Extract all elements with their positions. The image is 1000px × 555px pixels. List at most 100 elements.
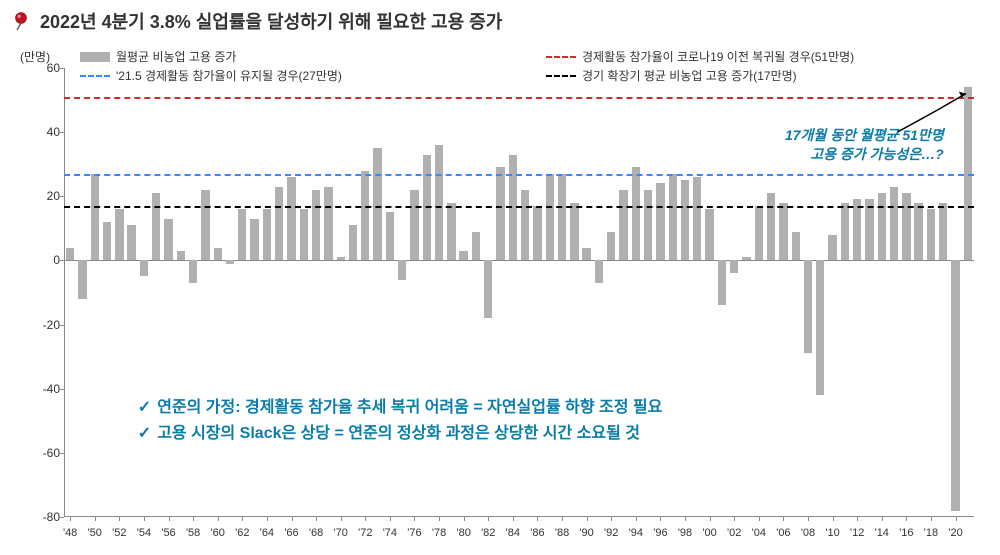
bar: [546, 174, 554, 261]
bar: [841, 203, 849, 261]
bar: [669, 174, 677, 261]
x-tick-label: '08: [801, 527, 815, 539]
x-tick-mark: [882, 517, 883, 521]
bar: [287, 177, 295, 260]
bar: [472, 232, 480, 261]
line-swatch-icon: [546, 56, 576, 58]
x-tick-label: '76: [407, 527, 421, 539]
x-tick-mark: [267, 517, 268, 521]
bar: [226, 260, 234, 263]
bar: [865, 199, 873, 260]
x-tick-mark: [95, 517, 96, 521]
bar: [435, 145, 443, 260]
bar: [804, 260, 812, 353]
chart-area: (만명) 월평균 비농업 고용 증가 경제활동 참가율이 코로나19 이전 복귀…: [20, 44, 980, 545]
bar: [140, 260, 148, 276]
x-tick-mark: [857, 517, 858, 521]
plot-region: -80-60-40-200204060'48'50'52'54'56'58'60…: [64, 68, 974, 517]
bar: [398, 260, 406, 279]
x-tick-label: '84: [506, 527, 520, 539]
bar: [152, 193, 160, 260]
bar: [914, 203, 922, 261]
bar: [312, 190, 320, 261]
y-tick-mark: [60, 325, 64, 326]
x-tick-mark: [439, 517, 440, 521]
x-tick-label: '54: [137, 527, 151, 539]
x-tick-label: '96: [653, 527, 667, 539]
bar: [632, 167, 640, 260]
y-tick-label: -80: [24, 510, 60, 524]
x-tick-label: '12: [850, 527, 864, 539]
x-tick-label: '10: [825, 527, 839, 539]
x-tick-label: '66: [284, 527, 298, 539]
bar: [533, 206, 541, 261]
bar: [373, 148, 381, 260]
x-tick-mark: [808, 517, 809, 521]
bar: [951, 260, 959, 510]
bar: [792, 232, 800, 261]
x-tick-mark: [390, 517, 391, 521]
legend-item-line-red: 경제활동 참가율이 코로나19 이전 복귀될 경우(51만명): [546, 48, 972, 65]
bar: [939, 203, 947, 261]
y-tick-label: 20: [24, 189, 60, 203]
bar: [66, 248, 74, 261]
note-text: 연준의 가정: 경제활동 참가율 추세 복귀 어려움 = 자연실업률 하향 조정…: [157, 395, 662, 421]
x-tick-label: '04: [752, 527, 766, 539]
y-tick-mark: [60, 517, 64, 518]
bar: [324, 187, 332, 261]
x-tick-label: '64: [260, 527, 274, 539]
x-tick-label: '92: [604, 527, 618, 539]
x-tick-label: '94: [629, 527, 643, 539]
chart-title: 2022년 4분기 3.8% 실업률을 달성하기 위해 필요한 고용 증가: [40, 8, 502, 34]
bar: [607, 232, 615, 261]
x-tick-label: '74: [383, 527, 397, 539]
bar: [681, 180, 689, 260]
bar: [189, 260, 197, 282]
bar: [582, 248, 590, 261]
x-tick-label: '58: [186, 527, 200, 539]
x-axis-line: [64, 516, 974, 517]
bar: [742, 257, 750, 260]
bar: [878, 193, 886, 260]
y-tick-label: 0: [24, 253, 60, 267]
bar: [693, 177, 701, 260]
pin-icon: [12, 11, 32, 31]
bar: [201, 190, 209, 261]
x-tick-label: '20: [948, 527, 962, 539]
bar: [361, 171, 369, 261]
y-tick-mark: [60, 196, 64, 197]
y-tick-label: -40: [24, 382, 60, 396]
x-tick-mark: [562, 517, 563, 521]
bar: [718, 260, 726, 305]
bar: [570, 203, 578, 261]
x-tick-mark: [119, 517, 120, 521]
x-tick-label: '90: [579, 527, 593, 539]
bar: [755, 206, 763, 261]
x-tick-mark: [414, 517, 415, 521]
bar: [656, 183, 664, 260]
x-tick-label: '88: [555, 527, 569, 539]
x-tick-label: '86: [530, 527, 544, 539]
bar: [164, 219, 172, 261]
bar: [459, 251, 467, 261]
bar: [496, 167, 504, 260]
x-tick-mark: [537, 517, 538, 521]
y-tick-mark: [60, 389, 64, 390]
x-tick-label: '02: [727, 527, 741, 539]
bar: [447, 203, 455, 261]
bar: [484, 260, 492, 318]
bar: [300, 209, 308, 260]
x-tick-label: '48: [63, 527, 77, 539]
legend-label: 월평균 비농업 고용 증가: [116, 48, 236, 65]
bar: [103, 222, 111, 260]
x-tick-mark: [193, 517, 194, 521]
x-tick-label: '16: [899, 527, 913, 539]
bar: [250, 219, 258, 261]
x-tick-mark: [611, 517, 612, 521]
x-tick-mark: [710, 517, 711, 521]
bar: [91, 174, 99, 261]
reference-line: [64, 174, 974, 176]
bar: [902, 193, 910, 260]
check-icon: ✓: [138, 395, 151, 421]
x-tick-label: '00: [702, 527, 716, 539]
